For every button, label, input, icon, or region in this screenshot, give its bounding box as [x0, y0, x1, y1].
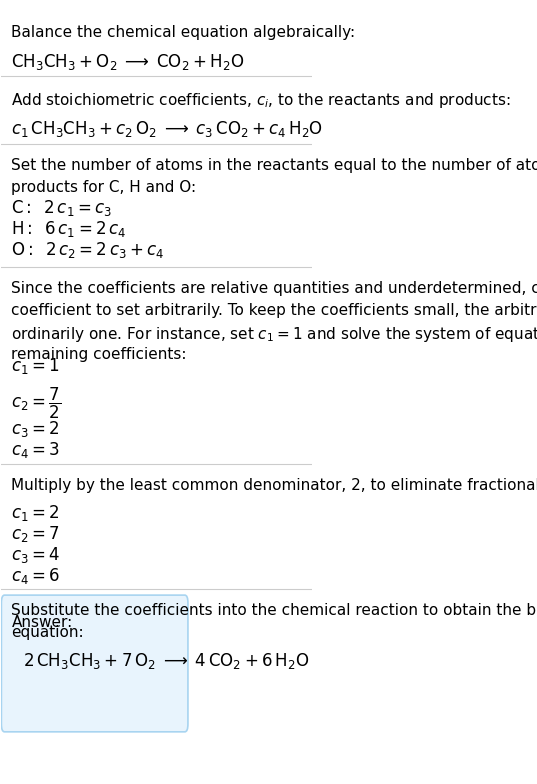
Text: $c_1\,\mathrm{CH_3CH_3} + c_2\,\mathrm{O_2} \;\longrightarrow\; c_3\,\mathrm{CO_: $c_1\,\mathrm{CH_3CH_3} + c_2\,\mathrm{O…	[11, 118, 323, 139]
Text: coefficient to set arbitrarily. To keep the coefficients small, the arbitrary va: coefficient to set arbitrarily. To keep …	[11, 303, 537, 318]
Text: $c_4 = 3$: $c_4 = 3$	[11, 441, 60, 460]
Text: $2\,\mathrm{CH_3CH_3} + 7\,\mathrm{O_2} \;\longrightarrow\; 4\,\mathrm{CO_2} + 6: $2\,\mathrm{CH_3CH_3} + 7\,\mathrm{O_2} …	[23, 652, 309, 671]
Text: $\mathrm{C:}\;\; 2\,c_1 = c_3$: $\mathrm{C:}\;\; 2\,c_1 = c_3$	[11, 198, 112, 218]
Text: $c_2 = \dfrac{7}{2}$: $c_2 = \dfrac{7}{2}$	[11, 386, 61, 421]
Text: products for C, H and O:: products for C, H and O:	[11, 180, 196, 194]
Text: $\mathrm{CH_3CH_3 + O_2 \;\longrightarrow\; CO_2 + H_2O}$: $\mathrm{CH_3CH_3 + O_2 \;\longrightarro…	[11, 53, 244, 72]
Text: Balance the chemical equation algebraically:: Balance the chemical equation algebraica…	[11, 25, 355, 40]
Text: Set the number of atoms in the reactants equal to the number of atoms in the: Set the number of atoms in the reactants…	[11, 158, 537, 172]
Text: $c_3 = 2$: $c_3 = 2$	[11, 419, 59, 439]
Text: equation:: equation:	[11, 625, 83, 640]
Text: $c_1 = 2$: $c_1 = 2$	[11, 503, 59, 523]
Text: $\mathrm{O:}\;\; 2\,c_2 = 2\,c_3 + c_4$: $\mathrm{O:}\;\; 2\,c_2 = 2\,c_3 + c_4$	[11, 241, 164, 260]
Text: $\mathrm{H:}\;\; 6\,c_1 = 2\,c_4$: $\mathrm{H:}\;\; 6\,c_1 = 2\,c_4$	[11, 220, 126, 239]
Text: remaining coefficients:: remaining coefficients:	[11, 347, 186, 361]
Text: $c_2 = 7$: $c_2 = 7$	[11, 524, 59, 544]
Text: Substitute the coefficients into the chemical reaction to obtain the balanced: Substitute the coefficients into the che…	[11, 603, 537, 618]
Text: Since the coefficients are relative quantities and underdetermined, choose a: Since the coefficients are relative quan…	[11, 281, 537, 296]
Text: ordinarily one. For instance, set $c_1 = 1$ and solve the system of equations fo: ordinarily one. For instance, set $c_1 =…	[11, 325, 537, 344]
FancyBboxPatch shape	[2, 595, 188, 731]
Text: Answer:: Answer:	[12, 615, 74, 630]
Text: Add stoichiometric coefficients, $c_i$, to the reactants and products:: Add stoichiometric coefficients, $c_i$, …	[11, 91, 510, 111]
Text: $c_3 = 4$: $c_3 = 4$	[11, 545, 60, 565]
Text: $c_4 = 6$: $c_4 = 6$	[11, 566, 60, 586]
Text: Multiply by the least common denominator, 2, to eliminate fractional coefficient: Multiply by the least common denominator…	[11, 478, 537, 493]
Text: $c_1 = 1$: $c_1 = 1$	[11, 356, 59, 376]
